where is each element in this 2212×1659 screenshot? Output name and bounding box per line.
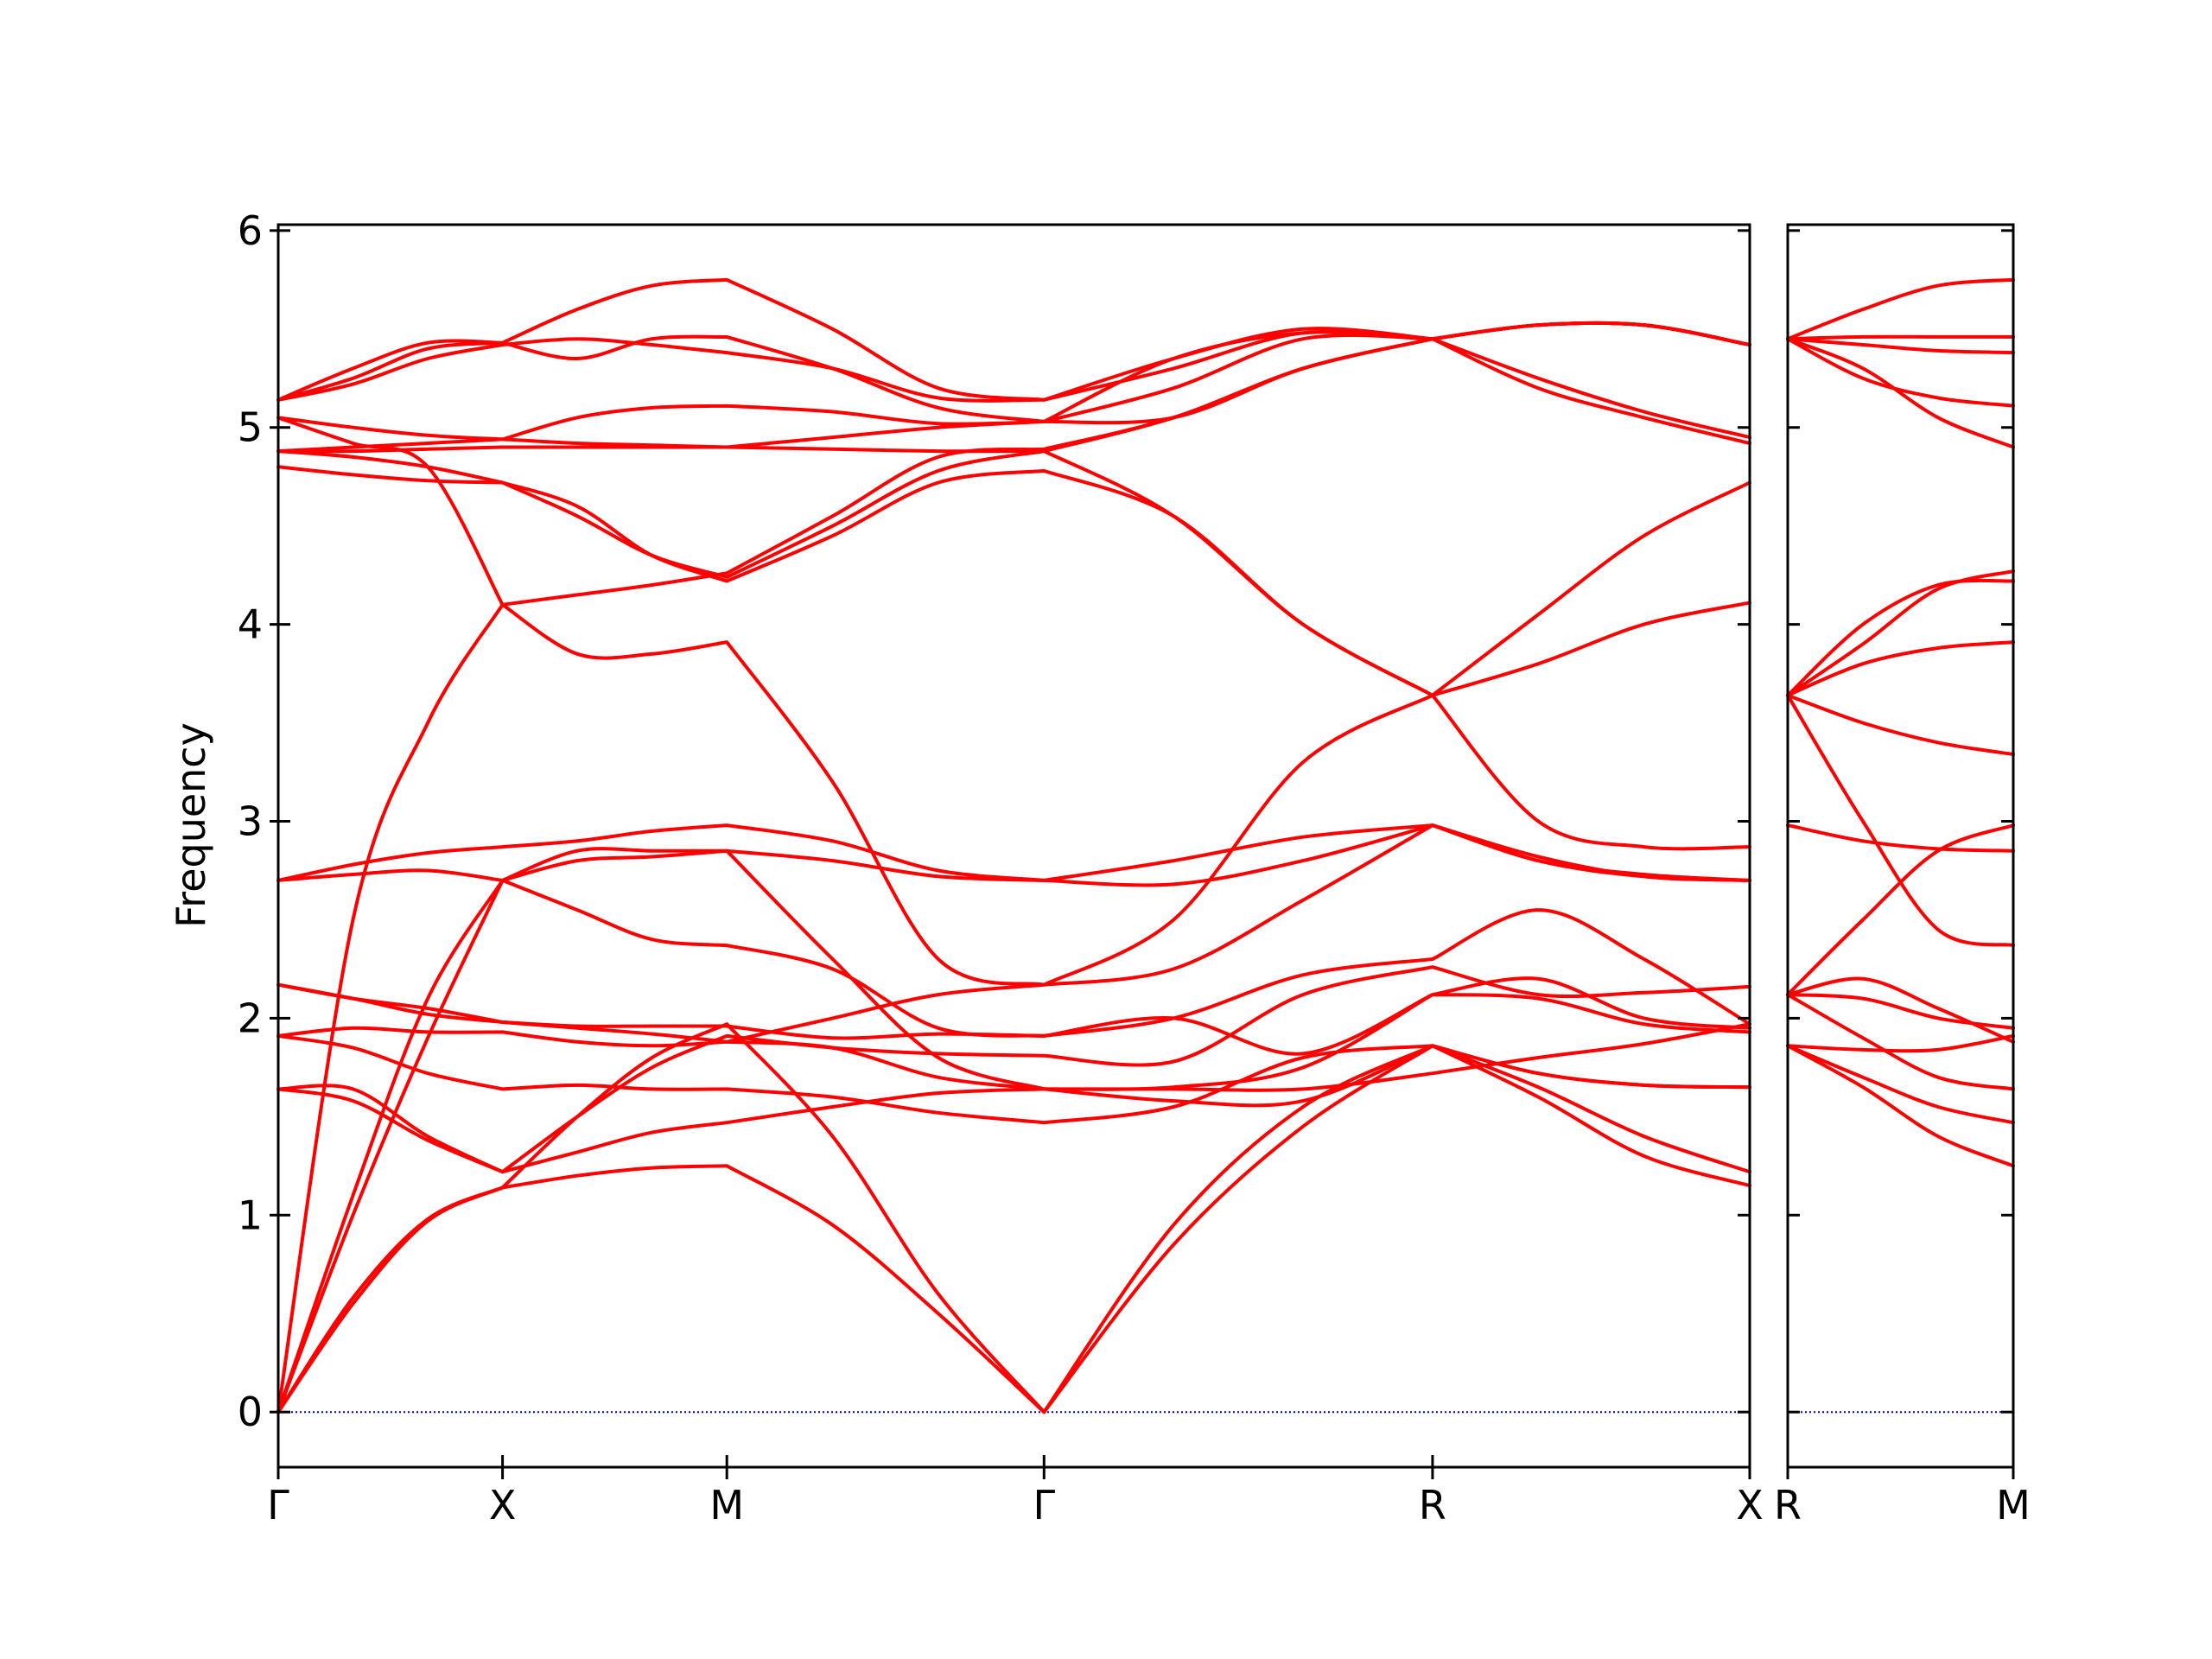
- band-line-17: [1786, 334, 2015, 341]
- band-line-12: [1786, 578, 2015, 697]
- x-tick-label: R: [1774, 1482, 1802, 1529]
- band-line-12: [276, 823, 1751, 882]
- x-tick-label: R: [1419, 1482, 1446, 1529]
- band-line-4: [1786, 976, 2015, 1044]
- band-line-9: [1786, 693, 2015, 948]
- panel-2-bands: [1786, 277, 2015, 1414]
- y-tick-label: 3: [238, 798, 263, 845]
- band-line-8: [1786, 823, 2015, 853]
- plot-frame-1: [276, 223, 1751, 1469]
- y-tick-label: 0: [238, 1389, 263, 1435]
- band-line-15: [276, 449, 1751, 697]
- y-tick-label: 2: [238, 995, 263, 1041]
- band-line-18: [1786, 277, 2015, 341]
- band-line-13: [276, 823, 1751, 887]
- band-line-14: [1786, 337, 2015, 449]
- band-line-5: [1786, 1033, 2015, 1053]
- band-line-17: [276, 337, 1751, 449]
- x-tick-label: X: [1736, 1482, 1764, 1529]
- band-line-2: [276, 1022, 1751, 1414]
- band-line-6: [1786, 993, 2015, 1030]
- x-tick-label: M: [709, 1482, 744, 1529]
- x-tick-label: X: [489, 1482, 517, 1529]
- band-line-3: [1786, 993, 2015, 1091]
- y-tick-label: 1: [238, 1192, 263, 1238]
- band-line-8: [276, 1033, 1751, 1125]
- panel-1-bands: [276, 277, 1751, 1414]
- y-tick-label: 6: [238, 207, 263, 254]
- band-line-10: [1786, 693, 2015, 756]
- x-tick-label: Γ: [1033, 1482, 1055, 1529]
- x-tick-label: M: [1996, 1482, 2031, 1529]
- x-tick-label: Γ: [267, 1482, 289, 1529]
- band-line-6: [276, 1022, 1751, 1174]
- plot-frame-2: [1786, 223, 2015, 1469]
- band-line-10: [276, 908, 1751, 1040]
- y-axis-label: Frequency: [168, 722, 214, 928]
- band-line-20: [276, 321, 1751, 403]
- band-line-7: [1786, 823, 2015, 997]
- band-line-15: [1786, 337, 2015, 408]
- y-tick-label: 5: [238, 404, 263, 451]
- band-line-16: [276, 337, 1751, 454]
- band-line-11: [1786, 640, 2015, 697]
- band-line-22: [276, 321, 1751, 423]
- band-line-4: [276, 878, 1751, 1414]
- y-tick-label: 4: [238, 601, 263, 648]
- band-line-3: [276, 847, 1751, 1414]
- band-line-2: [1786, 1044, 2015, 1125]
- band-line-18: [276, 321, 1751, 607]
- band-line-1: [1786, 1044, 2015, 1168]
- band-line-5: [276, 602, 1751, 1414]
- band-line-21: [276, 277, 1751, 402]
- band-line-13: [1786, 569, 2015, 697]
- band-line-9: [276, 976, 1751, 1091]
- band-line-16: [1786, 337, 2015, 355]
- band-line-1: [276, 1044, 1751, 1414]
- band-line-14: [276, 465, 1751, 697]
